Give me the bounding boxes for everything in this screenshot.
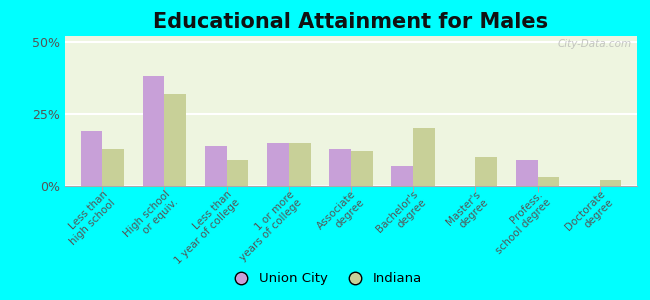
Text: High school
or equiv.: High school or equiv. bbox=[122, 189, 180, 247]
Bar bbox=[81, 131, 102, 186]
Bar bbox=[391, 166, 413, 186]
Bar bbox=[351, 152, 372, 186]
Text: Bachelor's
degree: Bachelor's degree bbox=[374, 189, 428, 243]
Title: Educational Attainment for Males: Educational Attainment for Males bbox=[153, 12, 549, 32]
Text: Doctorate
degree: Doctorate degree bbox=[563, 189, 615, 241]
Text: 1 or more
years of college: 1 or more years of college bbox=[230, 189, 304, 263]
Bar bbox=[600, 180, 621, 186]
Bar bbox=[102, 148, 124, 186]
Text: Less than
1 year of college: Less than 1 year of college bbox=[165, 189, 242, 266]
Legend: Union City, Indiana: Union City, Indiana bbox=[222, 267, 428, 290]
Bar bbox=[289, 143, 311, 186]
Text: City-Data.com: City-Data.com bbox=[557, 39, 631, 49]
Bar bbox=[164, 94, 187, 186]
Bar bbox=[538, 177, 559, 186]
Bar bbox=[267, 143, 289, 186]
Bar bbox=[515, 160, 538, 186]
Bar bbox=[330, 148, 351, 186]
Bar bbox=[143, 76, 164, 186]
Bar bbox=[413, 128, 435, 186]
Bar bbox=[227, 160, 248, 186]
Text: Associate
degree: Associate degree bbox=[315, 189, 366, 240]
Text: Profess.
school degree: Profess. school degree bbox=[486, 189, 552, 256]
Text: Less than
high school: Less than high school bbox=[60, 189, 118, 247]
Bar bbox=[475, 157, 497, 186]
Bar bbox=[205, 146, 227, 186]
Text: Master's
degree: Master's degree bbox=[444, 189, 491, 236]
